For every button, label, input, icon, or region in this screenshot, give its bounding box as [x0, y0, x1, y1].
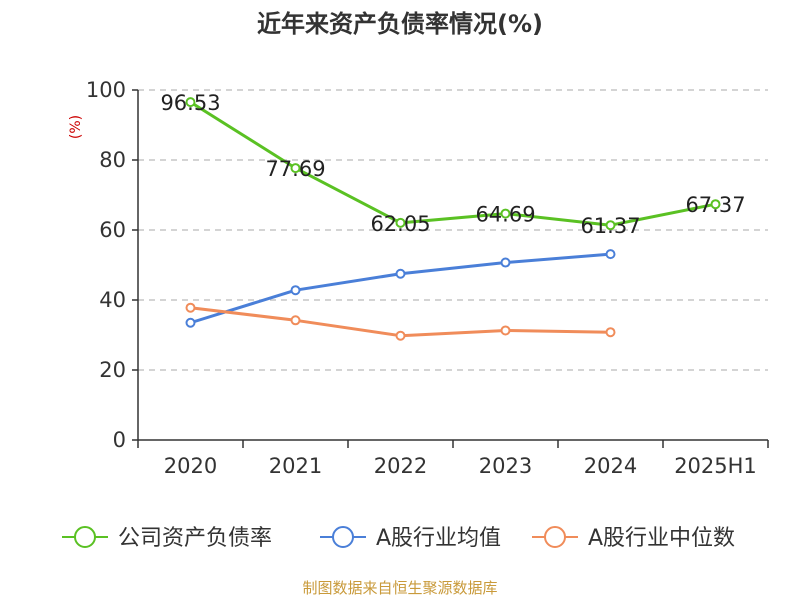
data-point[interactable] [710, 199, 721, 210]
data-point[interactable] [290, 163, 301, 174]
data-point[interactable] [395, 268, 406, 279]
x-tick-label: 2020 [164, 454, 217, 478]
y-tick-label: 60 [99, 218, 126, 242]
legend-marker [544, 526, 566, 548]
series-line [189, 100, 717, 227]
data-point[interactable] [500, 257, 511, 268]
legend-marker [332, 526, 354, 548]
data-point[interactable] [290, 285, 301, 296]
legend-item-2[interactable]: A股行业中位数 [532, 526, 735, 551]
series-2 [185, 302, 616, 341]
legend-label: A股行业中位数 [588, 526, 735, 551]
chart-title: 近年来资产负债率情况(%) [257, 10, 543, 38]
x-tick-label: 2025H1 [674, 454, 757, 478]
y-tick-label: 80 [99, 148, 126, 172]
series-0 [185, 97, 721, 231]
legend-item-1[interactable]: A股行业均值 [320, 526, 501, 551]
legend-label: 公司资产负债率 [118, 526, 272, 551]
y-tick-label: 100 [86, 78, 126, 102]
data-point[interactable] [605, 327, 616, 338]
series-line [189, 252, 612, 325]
y-axis-label: (%) [68, 115, 84, 139]
data-point[interactable] [185, 302, 196, 313]
legend-marker [74, 526, 96, 548]
data-point[interactable] [290, 315, 301, 326]
series-layer [185, 97, 721, 341]
source-note: 制图数据来自恒生聚源数据库 [302, 579, 497, 597]
data-point[interactable] [185, 97, 196, 108]
legend-item-0[interactable]: 公司资产负债率 [62, 526, 272, 551]
data-label: 96.53 [160, 91, 220, 115]
x-tick-label: 2023 [479, 454, 532, 478]
data-point[interactable] [395, 330, 406, 341]
legend[interactable]: 公司资产负债率 A股行业均值 A股行业中位数 [62, 526, 735, 551]
data-label: 64.69 [475, 203, 535, 227]
series-1 [185, 249, 616, 328]
data-label: 77.69 [265, 157, 325, 181]
data-label: 62.05 [370, 212, 430, 236]
x-tick-label: 2024 [584, 454, 637, 478]
grid-layer [138, 89, 768, 371]
data-point[interactable] [395, 217, 406, 228]
y-tick-label: 20 [99, 358, 126, 382]
data-label-layer: 96.53 77.69 62.05 64.69 61.37 67.37 [160, 91, 745, 238]
data-point[interactable] [500, 325, 511, 336]
x-tick-label: 2022 [374, 454, 427, 478]
y-tick-label: 0 [113, 428, 126, 452]
data-point[interactable] [500, 208, 511, 219]
data-point[interactable] [605, 220, 616, 231]
y-tick-label: 40 [99, 288, 126, 312]
data-point[interactable] [605, 249, 616, 260]
data-label: 67.37 [685, 193, 745, 217]
data-point[interactable] [185, 317, 196, 328]
x-tick-label: 2021 [269, 454, 322, 478]
legend-label: A股行业均值 [376, 526, 501, 551]
data-label: 61.37 [580, 214, 640, 238]
axis-layer: 0 20 40 60 80 100 2020 2021 2022 2023 2024 2025H1 [86, 78, 769, 478]
